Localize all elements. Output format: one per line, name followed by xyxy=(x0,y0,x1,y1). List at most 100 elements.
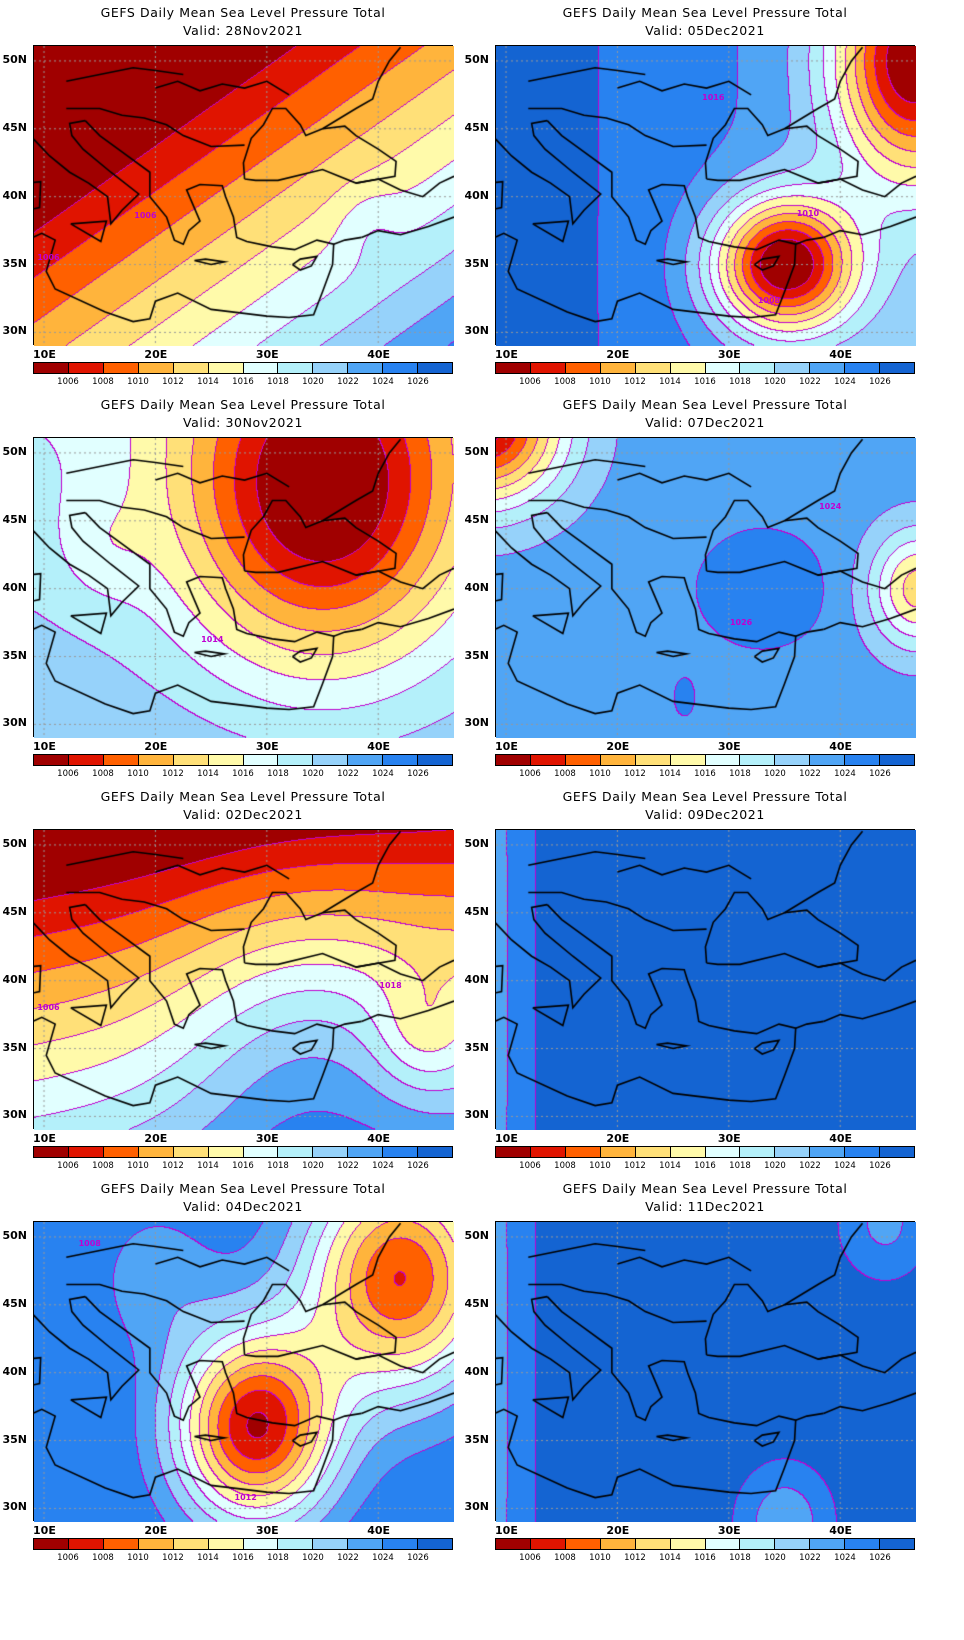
colorbar-swatch xyxy=(278,1539,314,1549)
colorbar-swatch xyxy=(496,363,531,373)
colorbar-swatch xyxy=(775,755,811,765)
title-line: GEFS Daily Mean Sea Level Pressure Total xyxy=(562,5,848,20)
map-panel: GEFS Daily Mean Sea Level Pressure Total… xyxy=(0,784,964,1176)
lat-tick-label: 40N xyxy=(464,972,489,986)
lat-tick-label: 40N xyxy=(2,188,27,202)
colorbar-label: 1018 xyxy=(729,1553,751,1563)
lat-tick-label: 45N xyxy=(464,904,489,918)
valid-date: Valid: 02Dec2021 xyxy=(183,807,303,822)
colorbar-swatch xyxy=(243,755,279,765)
valid-date: Valid: 09Dec2021 xyxy=(645,807,765,822)
colorbar xyxy=(495,1146,915,1158)
colorbar-swatch xyxy=(278,363,314,373)
colorbar-swatch xyxy=(530,755,566,765)
colorbar-label: 1020 xyxy=(764,377,786,387)
colorbar-label: 1024 xyxy=(372,1553,394,1563)
lat-tick-label: 35N xyxy=(2,256,27,270)
lon-tick-label: 10E xyxy=(495,740,518,753)
colorbar-label: 1016 xyxy=(232,377,254,387)
contour-label: 1006 xyxy=(37,1002,60,1012)
lon-tick-label: 20E xyxy=(606,1524,630,1537)
lon-tick-label: 20E xyxy=(606,740,630,753)
colorbar-swatch xyxy=(34,1539,69,1549)
title-line: GEFS Daily Mean Sea Level Pressure Total xyxy=(562,1181,848,1196)
colorbar-swatch xyxy=(565,755,601,765)
lon-tick-label: 40E xyxy=(367,1524,391,1537)
colorbar-swatch xyxy=(138,1539,174,1549)
colorbar-label: 1018 xyxy=(267,769,289,779)
pressure-map: 1018 1006 xyxy=(33,829,454,1130)
colorbar-swatch xyxy=(600,1147,636,1157)
lon-tick-label: 10E xyxy=(33,348,56,361)
title-line: GEFS Daily Mean Sea Level Pressure Total xyxy=(100,789,386,804)
colorbar-label: 1010 xyxy=(127,377,149,387)
colorbar-swatch xyxy=(705,1147,741,1157)
title-line: GEFS Daily Mean Sea Level Pressure Total xyxy=(562,789,848,804)
colorbar-label: 1008 xyxy=(92,1553,114,1563)
colorbar-swatch xyxy=(138,755,174,765)
lat-tick-label: 30N xyxy=(2,324,27,338)
colorbar-swatch xyxy=(243,1147,279,1157)
colorbar-label: 1022 xyxy=(799,769,821,779)
colorbar-swatch xyxy=(138,363,174,373)
colorbar-label: 1006 xyxy=(57,377,79,387)
colorbar-swatch xyxy=(530,1147,566,1157)
colorbar-label: 1014 xyxy=(659,769,681,779)
colorbar-label: 1024 xyxy=(372,769,394,779)
lat-tick-label: 50N xyxy=(2,52,27,66)
lon-tick-label: 20E xyxy=(144,740,168,753)
pressure-map: 1024 1026 xyxy=(495,437,916,738)
lat-tick-label: 45N xyxy=(2,1296,27,1310)
colorbar-swatch xyxy=(845,1539,881,1549)
lat-tick-label: 45N xyxy=(464,512,489,526)
colorbar-label: 1022 xyxy=(799,377,821,387)
colorbar-swatch xyxy=(775,1147,811,1157)
colorbar-swatch xyxy=(243,363,279,373)
lat-tick-label: 45N xyxy=(2,904,27,918)
colorbar-swatch xyxy=(418,1147,453,1157)
panel-title: GEFS Daily Mean Sea Level Pressure Total… xyxy=(33,1180,453,1216)
colorbar-swatch xyxy=(34,363,69,373)
colorbar-label: 1026 xyxy=(869,1161,891,1171)
map-panel: GEFS Daily Mean Sea Level Pressure Total… xyxy=(0,392,964,784)
valid-date: Valid: 28Nov2021 xyxy=(182,23,304,38)
lat-tick-label: 45N xyxy=(2,512,27,526)
colorbar-swatch xyxy=(208,363,244,373)
colorbar-label: 1020 xyxy=(302,1161,324,1171)
contour-label: 1016 xyxy=(702,92,725,102)
lat-tick-label: 30N xyxy=(464,1108,489,1122)
colorbar-swatch xyxy=(740,755,776,765)
lon-tick-label: 10E xyxy=(33,1524,56,1537)
pressure-map: 1008 1012 xyxy=(33,1221,454,1522)
colorbar-swatch xyxy=(173,755,209,765)
colorbar-swatch xyxy=(418,1539,453,1549)
contour-label: 1014 xyxy=(201,635,224,645)
lon-tick-label: 20E xyxy=(606,1132,630,1145)
colorbar-swatch xyxy=(208,1147,244,1157)
colorbar-swatch xyxy=(845,1147,881,1157)
pressure-field-canvas xyxy=(496,830,916,1130)
colorbar-label: 1012 xyxy=(162,377,184,387)
lon-tick-label: 30E xyxy=(717,740,741,753)
colorbar-swatch xyxy=(173,1147,209,1157)
title-line: GEFS Daily Mean Sea Level Pressure Total xyxy=(562,397,848,412)
panel-title: GEFS Daily Mean Sea Level Pressure Total… xyxy=(495,788,915,824)
title-line: GEFS Daily Mean Sea Level Pressure Total xyxy=(100,5,386,20)
lat-tick-label: 35N xyxy=(2,1040,27,1054)
colorbar-label: 1008 xyxy=(92,769,114,779)
colorbar-swatch xyxy=(705,1539,741,1549)
pressure-field-canvas xyxy=(34,830,454,1130)
lat-tick-label: 50N xyxy=(2,836,27,850)
lat-tick-label: 30N xyxy=(2,1500,27,1514)
contour-label: 1018 xyxy=(379,981,402,991)
lat-tick-label: 35N xyxy=(464,1040,489,1054)
lat-tick-label: 35N xyxy=(464,1432,489,1446)
colorbar-swatch xyxy=(348,1147,384,1157)
map-panel: GEFS Daily Mean Sea Level Pressure Total… xyxy=(0,0,964,392)
colorbar-label: 1022 xyxy=(799,1553,821,1563)
colorbar-label: 1018 xyxy=(729,377,751,387)
lon-tick-label: 40E xyxy=(829,348,853,361)
colorbar-label: 1024 xyxy=(834,1553,856,1563)
colorbar-label: 1026 xyxy=(869,377,891,387)
colorbar xyxy=(495,362,915,374)
